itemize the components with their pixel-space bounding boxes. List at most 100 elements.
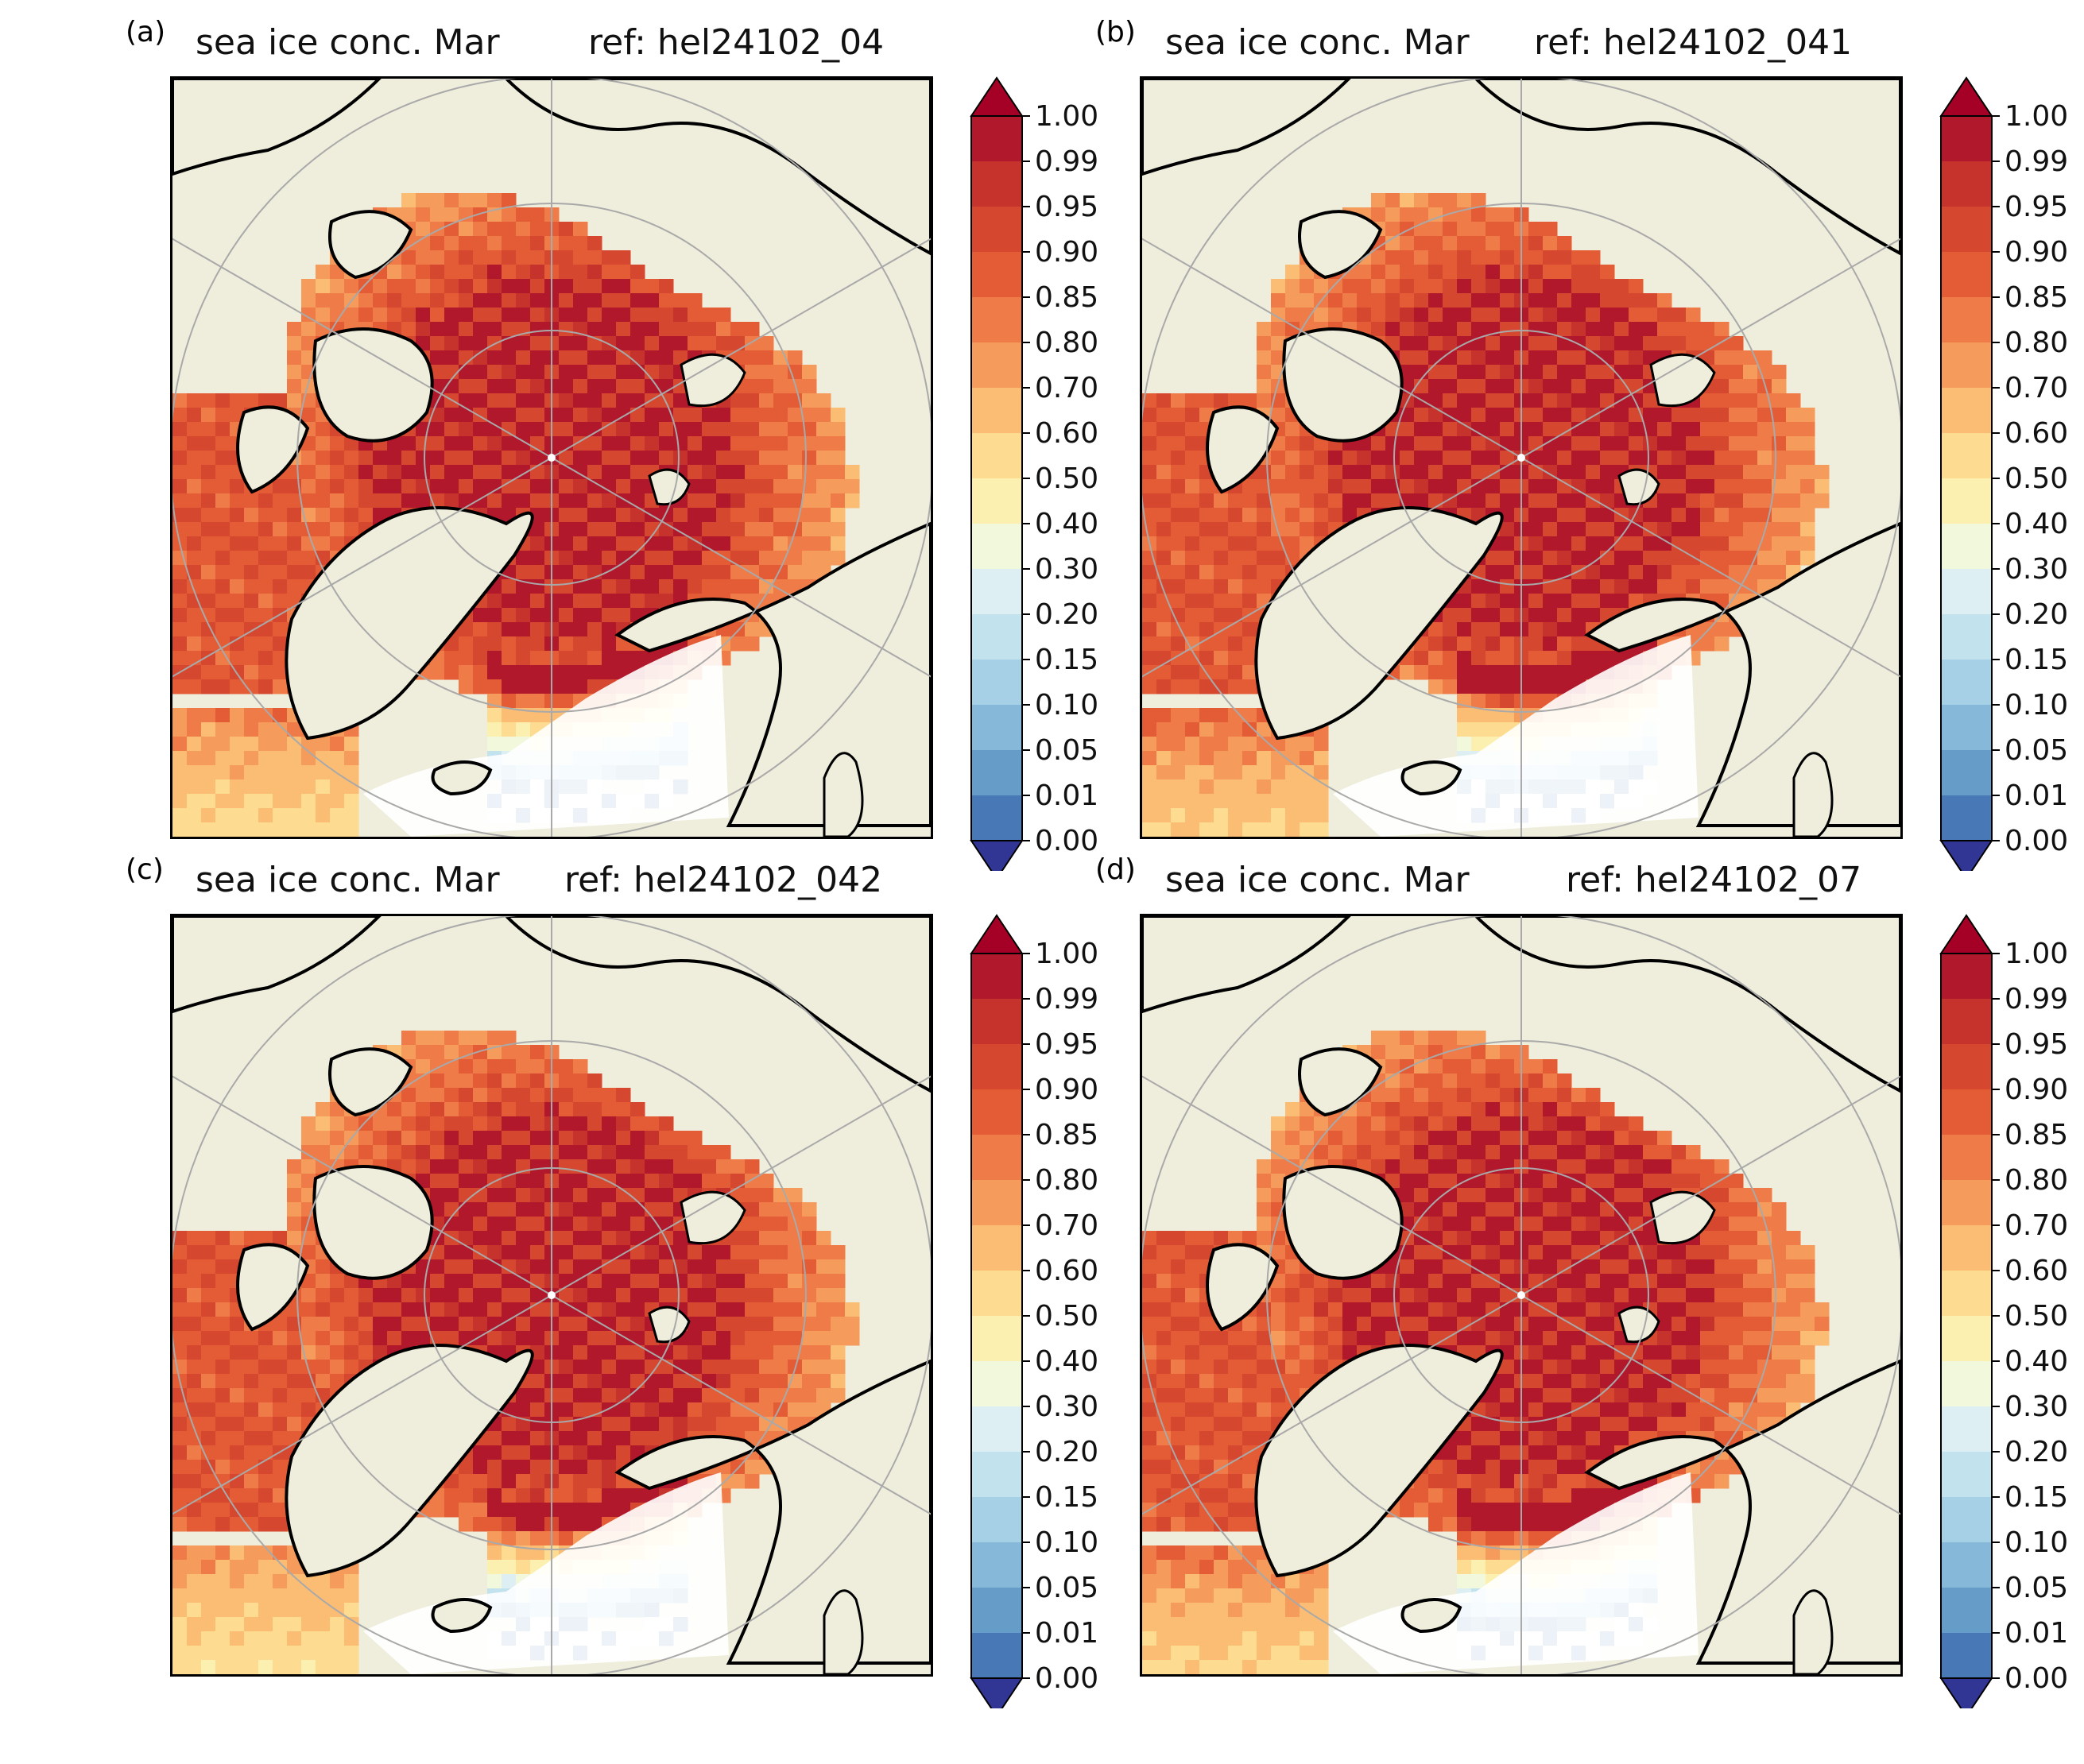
ice-cell — [559, 551, 574, 566]
ice-cell — [316, 1660, 331, 1674]
panel-c: (c) sea ice conc. Mar ref: hel24102_042 … — [119, 853, 1137, 1708]
ice-cell — [1185, 651, 1200, 666]
ice-cell — [273, 1460, 288, 1475]
ice-cell — [1757, 422, 1772, 437]
ice-cell — [1457, 1073, 1472, 1089]
ice-cell — [1671, 551, 1687, 566]
ice-cell — [516, 1217, 531, 1232]
colorbar-segment — [971, 1361, 1022, 1407]
colorbar-tick-label: 0.30 — [1035, 553, 1098, 586]
ice-cell — [1142, 636, 1157, 652]
ice-cell — [730, 1388, 746, 1403]
ice-cell — [230, 722, 245, 737]
ice-cell — [630, 522, 645, 537]
ice-cell — [645, 1188, 660, 1203]
ice-cell — [1171, 808, 1186, 823]
ice-cell — [1643, 293, 1658, 308]
ice-cell — [1600, 322, 1615, 337]
ice-cell — [459, 1503, 474, 1518]
ice-cell — [273, 1560, 288, 1575]
ice-cell — [745, 1417, 760, 1432]
ice-cell — [1271, 379, 1286, 394]
ice-cell — [745, 393, 760, 408]
ice-cell — [358, 1288, 374, 1303]
colorbar-segment — [1941, 297, 1992, 343]
colorbar-segment — [1941, 614, 1992, 660]
ice-cell — [673, 522, 688, 537]
ice-cell — [1457, 636, 1472, 652]
ice-cell — [816, 1274, 831, 1289]
ice-cell — [502, 1560, 517, 1575]
ice-cell — [1285, 1131, 1300, 1146]
ice-cell — [773, 536, 788, 551]
ice-cell — [344, 808, 359, 823]
ice-cell — [215, 565, 230, 580]
ice-cell — [1228, 751, 1243, 766]
ice-cell — [1457, 193, 1472, 208]
ice-cell — [773, 365, 788, 380]
ice-cell — [244, 808, 259, 823]
ice-cell — [201, 822, 216, 837]
ice-cell — [1657, 479, 1672, 494]
ice-cell — [487, 679, 502, 694]
ice-cell — [1357, 451, 1372, 466]
ice-cell — [201, 1560, 216, 1575]
ice-cell — [1471, 622, 1486, 637]
ice-cell — [244, 1617, 259, 1632]
ice-cell — [745, 451, 760, 466]
ice-cell — [502, 1217, 517, 1232]
ice-cell — [1714, 622, 1730, 637]
ice-cell — [716, 422, 731, 437]
ice-cell — [301, 322, 316, 337]
ice-cell — [573, 1145, 588, 1160]
ice-cell — [258, 1631, 273, 1646]
ice-cell — [630, 1288, 645, 1303]
ice-cell — [587, 408, 602, 423]
ice-cell — [459, 379, 474, 394]
ice-cell — [1285, 794, 1300, 809]
ice-cell — [401, 1116, 416, 1132]
ice-cell — [1271, 350, 1286, 366]
ice-cell — [416, 1331, 431, 1346]
ice-cell — [358, 508, 374, 523]
ice-cell — [1557, 422, 1572, 437]
ice-cell — [602, 1274, 617, 1289]
ice-cell — [1543, 350, 1558, 366]
ice-cell — [1729, 493, 1744, 509]
ice-cell — [645, 1360, 660, 1375]
archipelago-coastline — [1282, 327, 1404, 443]
ice-cell — [1257, 794, 1272, 809]
ice-cell — [1285, 536, 1300, 551]
ice-cell — [1528, 694, 1544, 709]
ice-cell — [1457, 622, 1472, 637]
ice-cell — [1328, 493, 1343, 509]
ice-cell — [716, 1159, 731, 1174]
ice-cell — [316, 1631, 331, 1646]
ice-cell — [258, 393, 273, 408]
ice-cell — [1185, 679, 1200, 694]
ice-cell — [630, 265, 645, 280]
ice-cell — [1457, 737, 1472, 752]
ice-cell — [1400, 451, 1415, 466]
ice-cell — [1428, 636, 1443, 652]
ice-cell — [1686, 465, 1701, 480]
ice-cell — [1743, 436, 1758, 451]
ice-cell — [1443, 1131, 1458, 1146]
ice-cell — [602, 265, 617, 280]
ice-cell — [330, 751, 345, 766]
ice-cell — [444, 1045, 459, 1060]
ice-cell — [759, 1288, 774, 1303]
ice-cell — [201, 594, 216, 609]
ice-cell — [1414, 1159, 1429, 1174]
ice-cell — [1457, 1031, 1472, 1046]
ice-cell — [473, 651, 488, 666]
ice-cell — [316, 1588, 331, 1603]
ice-cell — [1285, 1159, 1300, 1174]
ice-cell — [1657, 522, 1672, 537]
ice-cell — [430, 451, 445, 466]
ice-cell — [187, 493, 202, 509]
ice-cell — [602, 393, 617, 408]
ice-cell — [187, 422, 202, 437]
ice-cell — [1772, 393, 1787, 408]
ice-cell — [1385, 1131, 1400, 1146]
